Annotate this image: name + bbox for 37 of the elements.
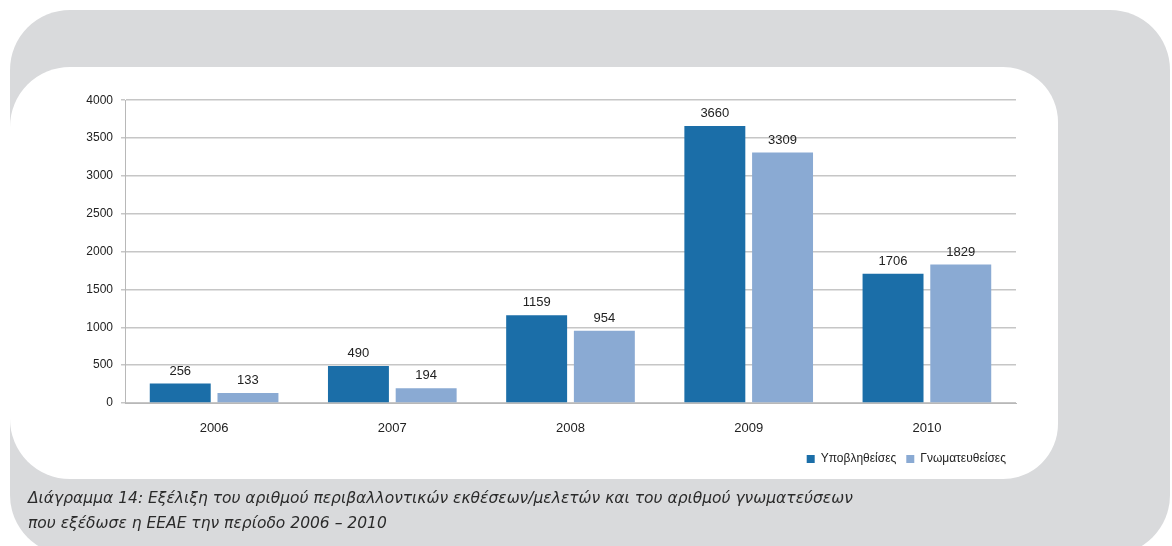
text: Διάγραμμα 14: Εξέλιξη του αριθμού περιβαλλοντικών εκθέσεων/μελετών και του αριθμού γνωματεύσεων που εξέδωσε η ΕΕΑΕ την περίοδο 2006 – 2010 — [28, 488, 854, 534]
data-label: 133 — [237, 372, 259, 388]
data-label: 1159 — [522, 294, 551, 310]
data-label: 1706 — [878, 252, 908, 268]
data-label: 954 — [593, 309, 616, 325]
data-label: 194 — [415, 367, 438, 383]
bar — [862, 273, 924, 403]
y-tick-label: 1000 — [86, 319, 114, 334]
data-label: 1829 — [946, 243, 976, 259]
bar — [573, 330, 635, 403]
bar — [752, 152, 814, 403]
bar — [506, 315, 568, 403]
data-label: 256 — [169, 362, 192, 378]
bar — [684, 125, 746, 403]
x-tick-label: 2008 — [556, 420, 585, 436]
bar — [149, 383, 211, 403]
legend-label: Γνωματευθείσες — [920, 451, 1007, 466]
x-tick-label: 2006 — [199, 420, 229, 436]
bar — [217, 392, 279, 403]
data-label: 3309 — [768, 131, 798, 147]
y-tick-label: 2500 — [86, 206, 114, 221]
legend-label: Υποβληθείσες — [820, 451, 897, 466]
y-tick-label: 1500 — [86, 281, 114, 296]
x-tick-label: 2009 — [734, 420, 764, 436]
bar — [327, 365, 389, 403]
bar — [395, 388, 457, 403]
x-tick-label: 2007 — [377, 420, 407, 436]
data-label: 490 — [347, 344, 370, 360]
y-tick-label: 500 — [92, 357, 114, 372]
y-tick-label: 0 — [106, 395, 114, 410]
y-tick-label: 4000 — [86, 92, 114, 107]
x-tick-label: 2010 — [912, 420, 942, 436]
y-tick-label: 2000 — [86, 243, 114, 258]
y-tick-label: 3000 — [86, 168, 114, 183]
bar — [930, 264, 992, 403]
data-label: 3660 — [700, 105, 730, 121]
y-tick-label: 3500 — [86, 130, 114, 145]
